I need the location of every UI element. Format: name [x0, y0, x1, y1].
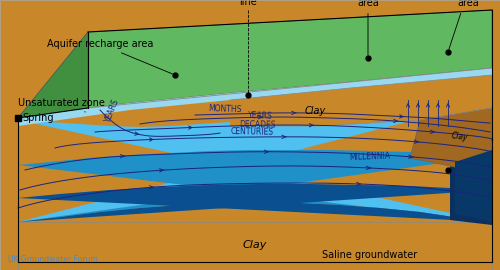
Text: Spring: Spring: [22, 113, 54, 123]
Text: MONTHS: MONTHS: [208, 104, 242, 114]
Text: CENTURIES: CENTURIES: [230, 127, 274, 137]
Polygon shape: [18, 150, 492, 222]
Polygon shape: [18, 10, 492, 118]
Polygon shape: [18, 100, 492, 222]
Text: Saline groundwater: Saline groundwater: [322, 250, 418, 260]
Text: Clay: Clay: [451, 131, 469, 142]
Polygon shape: [18, 32, 88, 118]
Polygon shape: [230, 75, 492, 126]
Polygon shape: [18, 222, 492, 270]
Text: Major
perennial
discharge
area: Major perennial discharge area: [344, 0, 392, 55]
Text: Artesian
discharge
area: Artesian discharge area: [444, 0, 492, 49]
Polygon shape: [18, 184, 492, 222]
Text: Clay: Clay: [304, 106, 326, 116]
Text: Unsaturated zone: Unsaturated zone: [18, 98, 105, 112]
Text: YEARS: YEARS: [103, 98, 121, 124]
Polygon shape: [410, 108, 492, 175]
Text: Clay: Clay: [243, 240, 267, 250]
Polygon shape: [455, 150, 492, 222]
Text: UK Groundwater Forum: UK Groundwater Forum: [8, 255, 98, 264]
Text: YEARS: YEARS: [248, 111, 272, 121]
Polygon shape: [18, 68, 492, 126]
Text: DECADES: DECADES: [240, 120, 277, 130]
Text: Intermittent
spring
line: Intermittent spring line: [218, 0, 278, 7]
Polygon shape: [450, 145, 492, 225]
Text: Aquifer recharge area: Aquifer recharge area: [47, 39, 172, 74]
Text: MILLENNIA: MILLENNIA: [350, 151, 391, 162]
